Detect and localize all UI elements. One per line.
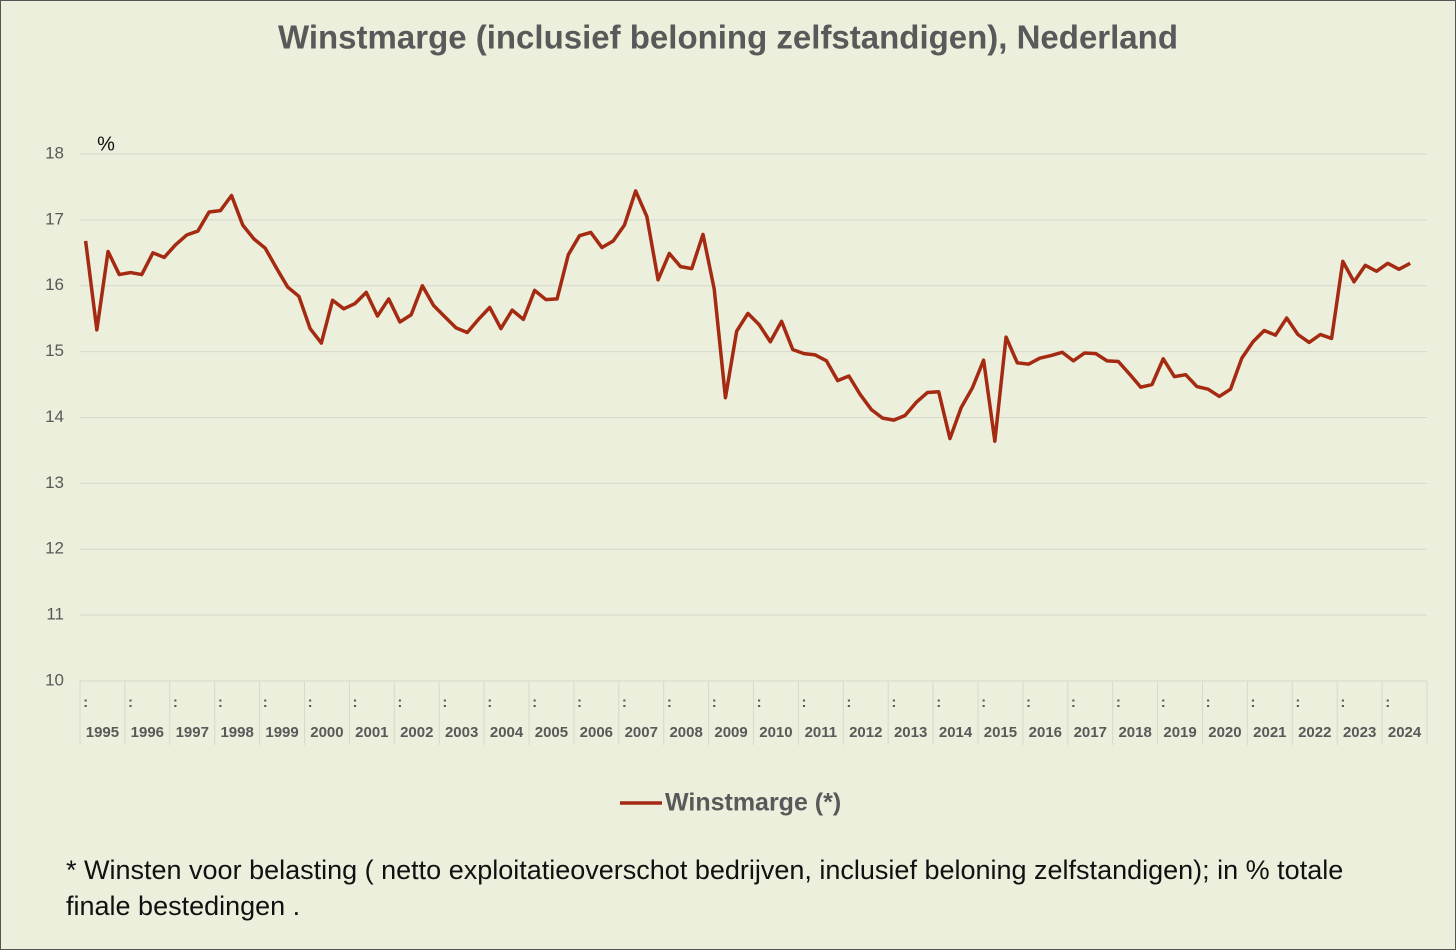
footnote: * Winsten voor belasting ( netto exploit… [66, 855, 1344, 921]
x-tick-label: 2009 [714, 724, 747, 741]
x-tick-label: 2000 [310, 724, 343, 741]
x-tick-label: 2016 [1029, 724, 1062, 741]
x-tick-marker: : [622, 694, 627, 711]
legend-label: Winstmarge (*) [665, 789, 841, 817]
x-tick-marker: : [353, 694, 358, 711]
series-line [83, 189, 1411, 443]
x-tick-marker: : [1071, 694, 1076, 711]
x-tick-label: 2013 [894, 724, 927, 741]
x-tick-marker: : [263, 694, 268, 711]
x-tick-marker: : [83, 694, 88, 711]
y-tick-label: 18 [45, 143, 64, 162]
x-tick-label: 2024 [1388, 724, 1422, 741]
y-tick-label: 17 [45, 209, 64, 228]
x-tick-label: 2011 [805, 724, 838, 741]
x-tick-marker: : [1116, 694, 1121, 711]
x-tick-label: 2014 [939, 724, 973, 741]
x-tick-label: 2003 [445, 724, 478, 741]
x-tick-label: 2012 [849, 724, 882, 741]
y-tick-label: 11 [46, 605, 64, 624]
x-tick-marker: : [1026, 694, 1031, 711]
x-tick-label: 2019 [1163, 724, 1196, 741]
x-tick-marker: : [128, 694, 133, 711]
x-tick-label: 2005 [535, 724, 568, 741]
y-tick-label: 10 [45, 670, 64, 689]
x-tick-label: 1996 [131, 724, 164, 741]
x-tick-label: 1999 [265, 724, 298, 741]
x-tick-marker: : [846, 694, 851, 711]
x-tick-marker: : [397, 694, 402, 711]
x-tick-marker: : [577, 694, 582, 711]
x-tick-marker: : [532, 694, 537, 711]
x-tick-marker: : [308, 694, 313, 711]
x-tick-marker: : [1385, 694, 1390, 711]
chart-title: Winstmarge (inclusief beloning zelfstand… [278, 19, 1178, 56]
x-tick-marker: : [936, 694, 941, 711]
x-tick-label: 2004 [490, 724, 524, 741]
x-tick-marker: : [1251, 694, 1256, 711]
x-tick-label: 2020 [1208, 724, 1241, 741]
x-tick-label: 1998 [220, 724, 253, 741]
x-tick-label: 2015 [984, 724, 1017, 741]
x-tick-label: 2021 [1253, 724, 1286, 741]
x-tick-label: 2006 [580, 724, 613, 741]
y-tick-label: 14 [45, 407, 64, 426]
x-tick-label: 2022 [1298, 724, 1331, 741]
x-tick-label: 1997 [176, 724, 209, 741]
x-tick-marker: : [667, 694, 672, 711]
x-tick-marker: : [1206, 694, 1211, 711]
x-tick-label: 2017 [1074, 724, 1107, 741]
y-tick-label: 12 [45, 539, 64, 558]
y-tick-label: 16 [45, 275, 64, 294]
y-axis-label: % [97, 133, 115, 155]
x-tick-marker: : [802, 694, 807, 711]
x-tick-marker: : [442, 694, 447, 711]
y-tick-label: 15 [45, 341, 64, 360]
x-tick-marker: : [757, 694, 762, 711]
x-tick-label: 2010 [759, 724, 792, 741]
x-tick-marker: : [218, 694, 223, 711]
x-tick-marker: : [1161, 694, 1166, 711]
x-tick-marker: : [1295, 694, 1300, 711]
y-tick-label: 13 [45, 473, 64, 492]
x-tick-marker: : [891, 694, 896, 711]
x-tick-marker: : [173, 694, 178, 711]
x-tick-marker: : [712, 694, 717, 711]
x-tick-label: 2002 [400, 724, 433, 741]
x-tick-marker: : [981, 694, 986, 711]
x-tick-label: 2007 [625, 724, 658, 741]
x-tick-label: 2001 [355, 724, 388, 741]
x-tick-marker: : [487, 694, 492, 711]
x-tick-label: 2008 [669, 724, 702, 741]
x-tick-label: 2018 [1118, 724, 1151, 741]
x-tick-label: 1995 [86, 724, 119, 741]
x-tick-marker: : [1340, 694, 1345, 711]
x-tick-label: 2023 [1343, 724, 1376, 741]
